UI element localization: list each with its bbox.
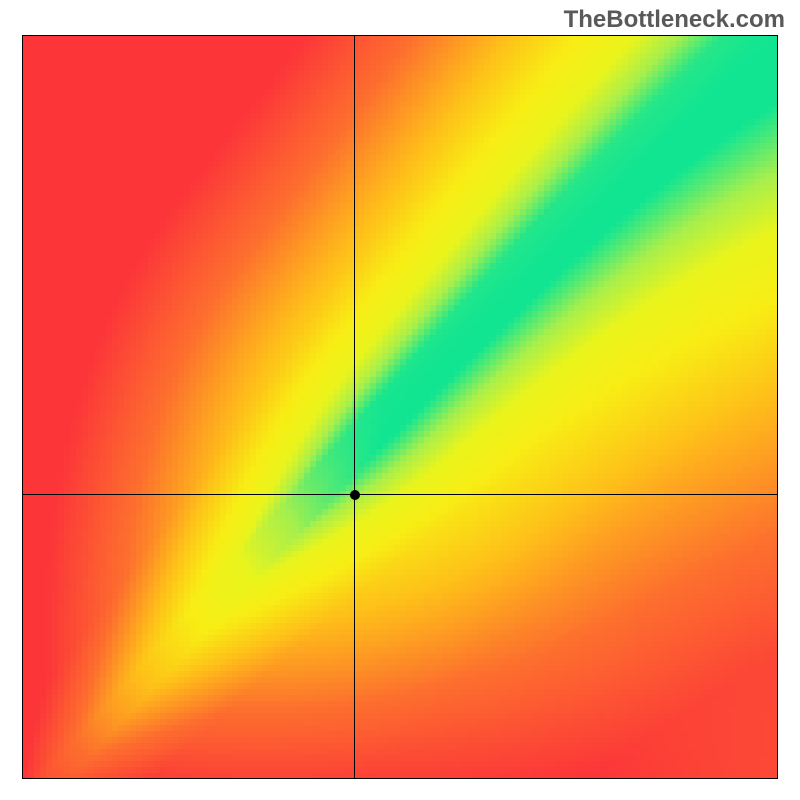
crosshair-vertical (354, 35, 355, 779)
crosshair-horizontal (22, 494, 778, 495)
crosshair-marker (350, 490, 360, 500)
plot-border-top (22, 35, 778, 36)
plot-border-left (22, 35, 23, 779)
plot-border-right (777, 35, 778, 779)
plot-border-bottom (22, 778, 778, 779)
watermark-text: TheBottleneck.com (564, 6, 785, 34)
chart-container: TheBottleneck.com (0, 0, 800, 800)
bottleneck-heatmap (22, 35, 778, 779)
